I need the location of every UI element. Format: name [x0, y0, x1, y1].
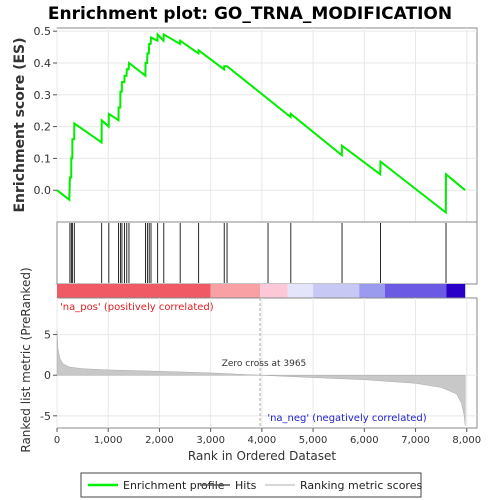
es-y-tick-label: 0.5	[34, 25, 52, 38]
neg-correlated-label: 'na_neg' (negatively correlated)	[267, 413, 426, 424]
heatmap-segment	[210, 284, 261, 298]
ranking-heatmap-strip	[57, 284, 466, 298]
x-tick-label: 3,000	[196, 435, 225, 446]
es-y-axis-label: Enrichment score (ES)	[12, 37, 28, 212]
legend-label: Hits	[235, 479, 257, 492]
legend: Enrichment profile Hits Ranking metric sco…	[88, 479, 422, 492]
es-y-tick-label: 0.4	[34, 57, 52, 70]
ranking-panel	[56, 297, 478, 429]
x-tick-label: 0	[54, 435, 60, 446]
heatmap-segment	[57, 284, 211, 298]
heatmap-segment	[287, 284, 314, 298]
heatmap-segment	[260, 284, 288, 298]
ranking-y-axis-label: Ranked list metric (PreRanked)	[19, 267, 33, 452]
heatmap-segment	[359, 284, 385, 298]
es-y-tick-label: 0.3	[34, 89, 52, 102]
legend-label: Ranking metric scores	[300, 479, 422, 492]
x-tick-label: 5,000	[299, 435, 328, 446]
ranking-x-ticks: 0 1,000 2,000 3,000 4,000 5,000 6,000 7,000 8,00…	[54, 428, 481, 446]
x-tick-label: 4,000	[248, 435, 277, 446]
es-y-tick-label: 0.1	[34, 152, 52, 165]
chart-title: Enrichment plot: GO_TRNA_MODIFICATION	[48, 4, 452, 24]
x-tick-label: 1,000	[94, 435, 123, 446]
enrichment-profile-line	[56, 31, 466, 215]
es-y-tick-label: 0.0	[34, 184, 52, 197]
heatmap-segment	[384, 284, 447, 298]
pos-correlated-label: 'na_pos' (positively correlated)	[60, 302, 214, 313]
zero-cross-label: Zero cross at 3965	[222, 359, 307, 369]
hit-marks	[69, 223, 447, 283]
x-tick-label: 6,000	[350, 435, 379, 446]
x-tick-label: 2,000	[145, 435, 174, 446]
legend-box	[80, 472, 422, 498]
es-y-tick-label: 0.2	[34, 121, 52, 134]
ranking-y-tick-label: 5	[44, 329, 51, 342]
legend-label: Enrichment profile	[123, 479, 225, 492]
ranking-y-tick-label: 0	[44, 369, 51, 382]
es-y-ticks: 0.0 0.1 0.2 0.3 0.4 0.5	[34, 25, 57, 197]
heatmap-segment	[313, 284, 360, 298]
ranking-y-tick-label: -5	[40, 410, 51, 423]
es-panel	[56, 27, 478, 223]
ranking-y-ticks: -5 0 5	[40, 329, 57, 423]
x-tick-label: 7,000	[401, 435, 430, 446]
x-tick-label: 8,000	[452, 435, 481, 446]
heatmap-segment	[446, 284, 466, 298]
x-axis-label: Rank in Ordered Dataset	[188, 449, 336, 463]
